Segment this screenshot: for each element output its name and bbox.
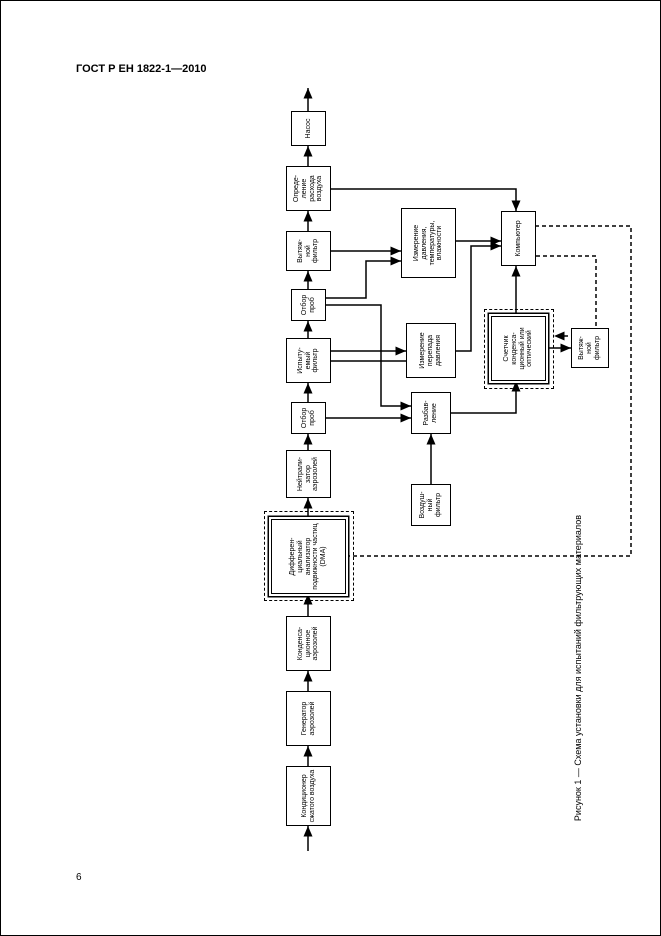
document-page: ГОСТ Р ЕН 1822-1—2010 6 Рисунок 1 — Схем… bbox=[0, 0, 661, 936]
flowchart-node: Компьютер bbox=[501, 211, 536, 266]
flowchart-node: Счетчик конденса-ционный или оптический bbox=[491, 316, 546, 381]
flowchart-node: Дифферен-циальный анализатор подвижности… bbox=[271, 519, 346, 594]
flowchart-node: Кондиционер сжатого воздуха bbox=[286, 766, 331, 826]
flowchart-node: Генератор аэрозолей bbox=[286, 691, 331, 746]
flowchart-node: Разбав-ление bbox=[411, 392, 451, 434]
flowchart-node: Воздуш-ный фильтр bbox=[411, 484, 451, 526]
flowchart-node: Отбор проб bbox=[291, 289, 326, 321]
flowchart-node: Отбор проб bbox=[291, 402, 326, 434]
flowchart-node: Испыту-емый фильтр bbox=[286, 338, 331, 383]
flowchart-node: Конденса-ционное аэрозолей bbox=[286, 616, 331, 671]
flowchart-node: Измерение перепада давления bbox=[406, 323, 456, 378]
flowchart-node: Вытяж-ной фильтр bbox=[571, 328, 609, 368]
flowchart-node: Нейтрали-затор аэрозолей bbox=[286, 450, 331, 498]
page-number: 6 bbox=[76, 872, 82, 883]
flowchart-node: Опреде-ление расхода воздуха bbox=[286, 166, 331, 211]
flowchart-node: Измерение давления, температуры, влажнос… bbox=[401, 208, 456, 278]
flowchart-diagram: Кондиционер сжатого воздухаГенератор аэр… bbox=[0, 286, 661, 656]
doc-header: ГОСТ Р ЕН 1822-1—2010 bbox=[76, 63, 207, 75]
flowchart-node: Насос bbox=[291, 111, 326, 146]
flowchart-node: Вытяж-ной фильтр bbox=[286, 231, 331, 271]
